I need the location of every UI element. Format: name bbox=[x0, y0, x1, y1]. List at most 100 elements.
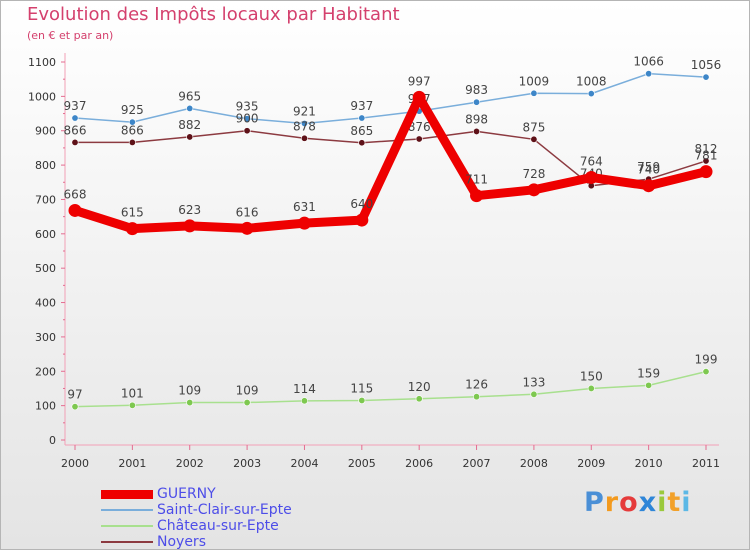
x-tick-label: 2005 bbox=[348, 457, 376, 470]
data-point-chateau-sur-epte bbox=[645, 381, 653, 389]
data-label-noyers: 875 bbox=[522, 120, 545, 134]
legend-item-noyers: Noyers bbox=[101, 534, 292, 549]
data-label-chateau-sur-epte: 133 bbox=[522, 375, 545, 389]
data-point-guerny bbox=[297, 216, 311, 230]
y-tick-label: 0 bbox=[49, 434, 56, 447]
brand-letter: o bbox=[619, 487, 639, 518]
data-point-chateau-sur-epte bbox=[186, 399, 194, 407]
data-point-chateau-sur-epte bbox=[243, 399, 251, 407]
brand-letter: i bbox=[657, 487, 668, 518]
data-label-saint-clair-sur-epte: 921 bbox=[293, 105, 316, 119]
data-point-noyers bbox=[243, 127, 251, 135]
y-tick-label: 200 bbox=[35, 365, 56, 378]
data-point-guerny bbox=[642, 179, 656, 193]
chart-title: Evolution des Impôts locaux par Habitant bbox=[27, 4, 400, 25]
brand-letter: x bbox=[638, 487, 658, 518]
legend-item-guerny: GUERNY bbox=[101, 486, 292, 502]
data-label-chateau-sur-epte: 159 bbox=[637, 366, 660, 380]
data-label-chateau-sur-epte: 97 bbox=[67, 388, 82, 402]
series-line-chateau-sur-epte bbox=[74, 370, 707, 408]
x-tick-label: 2001 bbox=[118, 457, 146, 470]
series-line-guerny bbox=[70, 92, 711, 234]
data-label-guerny: 623 bbox=[178, 203, 201, 217]
x-tick-label: 2009 bbox=[577, 457, 605, 470]
data-point-chateau-sur-epte bbox=[300, 397, 308, 405]
data-label-saint-clair-sur-epte: 935 bbox=[236, 100, 259, 114]
data-point-noyers bbox=[71, 138, 79, 146]
y-tick-label: 700 bbox=[35, 193, 56, 206]
data-label-noyers: 898 bbox=[465, 112, 488, 126]
data-label-noyers: 882 bbox=[178, 118, 201, 132]
x-tick-label: 2010 bbox=[635, 457, 663, 470]
data-point-noyers bbox=[530, 135, 538, 143]
data-label-guerny: 997 bbox=[408, 74, 431, 88]
data-point-saint-clair-sur-epte bbox=[71, 114, 79, 122]
data-label-saint-clair-sur-epte: 1056 bbox=[691, 58, 722, 72]
data-label-saint-clair-sur-epte: 1009 bbox=[519, 74, 550, 88]
x-tick-label: 2008 bbox=[520, 457, 548, 470]
data-label-guerny: 711 bbox=[465, 173, 488, 187]
data-label-saint-clair-sur-epte: 965 bbox=[178, 89, 201, 103]
y-tick-label: 1100 bbox=[28, 56, 56, 69]
data-label-noyers: 878 bbox=[293, 119, 316, 133]
data-label-chateau-sur-epte: 120 bbox=[408, 380, 431, 394]
brand-letter: t bbox=[667, 487, 682, 518]
data-label-noyers: 900 bbox=[236, 112, 259, 126]
y-tick-label: 500 bbox=[35, 262, 56, 275]
data-point-noyers bbox=[415, 135, 423, 143]
data-label-noyers: 876 bbox=[408, 120, 431, 134]
data-label-chateau-sur-epte: 114 bbox=[293, 382, 316, 396]
data-label-saint-clair-sur-epte: 1008 bbox=[576, 75, 607, 89]
legend-item-chateau-sur-epte: Château-sur-Epte bbox=[101, 518, 292, 534]
chart-subtitle: (en € et par an) bbox=[27, 29, 114, 42]
data-label-guerny: 615 bbox=[121, 206, 144, 220]
x-tick-label: 2006 bbox=[405, 457, 433, 470]
data-point-saint-clair-sur-epte bbox=[702, 73, 710, 81]
data-point-guerny bbox=[68, 203, 82, 217]
data-point-noyers bbox=[186, 133, 194, 141]
data-point-saint-clair-sur-epte bbox=[186, 104, 194, 112]
y-tick-label: 800 bbox=[35, 159, 56, 172]
data-point-guerny bbox=[355, 213, 369, 227]
data-point-saint-clair-sur-epte bbox=[128, 118, 136, 126]
x-tick-label: 2004 bbox=[290, 457, 318, 470]
data-label-saint-clair-sur-epte: 925 bbox=[121, 103, 144, 117]
legend-swatch bbox=[101, 525, 153, 527]
data-point-guerny bbox=[699, 165, 713, 179]
legend-swatch bbox=[101, 509, 153, 511]
chart-legend: GUERNY Saint-Clair-sur-Epte Château-sur-Ep… bbox=[101, 486, 292, 549]
y-tick-label: 1000 bbox=[28, 90, 56, 103]
data-label-guerny: 728 bbox=[522, 167, 545, 181]
data-point-chateau-sur-epte bbox=[128, 401, 136, 409]
x-tick-label: 2011 bbox=[692, 457, 720, 470]
data-point-guerny bbox=[240, 221, 254, 235]
legend-swatch bbox=[101, 541, 153, 543]
data-point-saint-clair-sur-epte bbox=[473, 98, 481, 106]
data-label-chateau-sur-epte: 126 bbox=[465, 378, 488, 392]
data-label-chateau-sur-epte: 101 bbox=[121, 386, 144, 400]
data-point-noyers bbox=[473, 127, 481, 135]
brand-letter: i bbox=[681, 487, 692, 518]
data-point-chateau-sur-epte bbox=[415, 395, 423, 403]
data-point-noyers bbox=[128, 138, 136, 146]
data-point-chateau-sur-epte bbox=[587, 384, 595, 392]
data-point-guerny bbox=[125, 222, 139, 236]
data-label-noyers: 812 bbox=[695, 142, 718, 156]
data-label-guerny: 764 bbox=[580, 154, 603, 168]
y-tick-label: 400 bbox=[35, 297, 56, 310]
legend-label: GUERNY bbox=[157, 486, 216, 502]
data-label-saint-clair-sur-epte: 937 bbox=[350, 99, 373, 113]
brand-letter: r bbox=[604, 487, 620, 518]
y-tick-label: 300 bbox=[35, 331, 56, 344]
data-point-saint-clair-sur-epte bbox=[243, 115, 251, 123]
data-point-guerny bbox=[412, 90, 426, 104]
data-label-chateau-sur-epte: 115 bbox=[350, 381, 373, 395]
data-label-saint-clair-sur-epte: 983 bbox=[465, 83, 488, 97]
data-label-chateau-sur-epte: 109 bbox=[178, 384, 201, 398]
data-label-guerny: 781 bbox=[695, 149, 718, 163]
legend-label: Saint-Clair-sur-Epte bbox=[157, 502, 292, 518]
data-point-guerny bbox=[183, 219, 197, 233]
data-label-guerny: 640 bbox=[350, 197, 373, 211]
